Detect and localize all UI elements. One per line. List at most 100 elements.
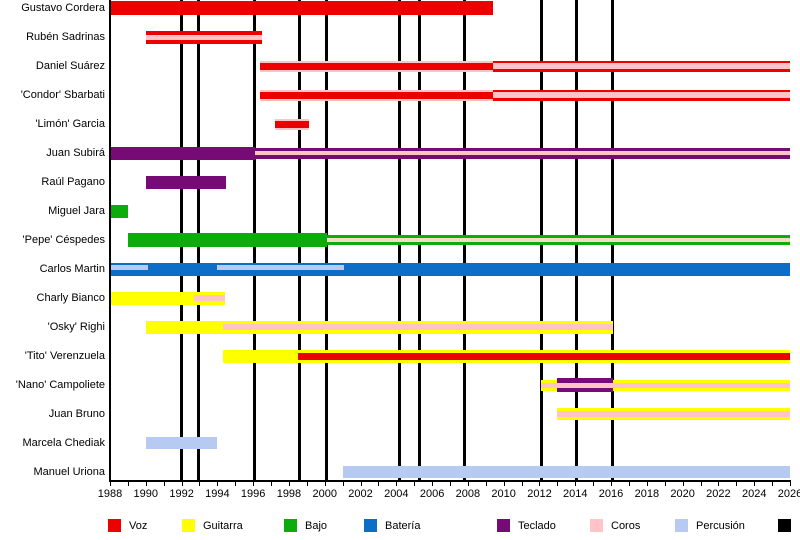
axis-tick — [521, 482, 523, 486]
member-name: Daniel Suárez — [35, 59, 105, 72]
member-name: 'Condor' Sbarbati — [20, 88, 105, 101]
axis-tick-label: 2014 — [563, 488, 588, 500]
member-name: Marcela Chediak — [22, 436, 105, 449]
bar-coros — [145, 34, 263, 40]
axis-tick — [271, 482, 273, 486]
bar-coros — [492, 63, 790, 69]
bar-teclado — [145, 175, 227, 189]
member-name: 'Pepe' Céspedes — [22, 233, 105, 246]
member-name: 'Osky' Righi — [47, 320, 105, 333]
member-name: Rubén Sadrinas — [26, 30, 105, 43]
axis-tick-label: 2024 — [741, 488, 767, 500]
bar-voz — [274, 120, 309, 128]
bar-coros — [194, 295, 225, 301]
bar-coros — [222, 324, 613, 330]
bar-coros — [541, 382, 790, 388]
legend-swatch-teclado — [497, 519, 510, 532]
axis-tick-label: 2016 — [598, 488, 624, 500]
axis-tick-label: 1996 — [240, 488, 266, 500]
member-name: Miguel Jara — [48, 204, 105, 217]
axis-tick — [467, 482, 469, 486]
axis-tick — [253, 482, 255, 486]
axis-tick — [539, 482, 541, 486]
axis-tick — [199, 482, 201, 486]
axis-tick — [611, 482, 613, 486]
member-name: Juan Subirá — [46, 146, 105, 159]
legend-label: Percusión — [696, 520, 745, 532]
axis-tick — [324, 482, 326, 486]
bar-teclado — [110, 146, 255, 160]
axis-tick — [378, 482, 380, 486]
axis-tick — [628, 482, 630, 486]
bar-coros — [492, 92, 790, 98]
bar-bajo — [127, 233, 327, 247]
bar-coros_alt — [326, 238, 790, 242]
axis-tick — [181, 482, 183, 486]
axis-tick — [110, 482, 111, 486]
legend-label: Bajo — [305, 520, 328, 532]
axis-tick-label: 1998 — [276, 488, 302, 500]
axis-tick — [718, 482, 720, 486]
member-name: 'Limón' Garcia — [35, 117, 105, 130]
axis-tick — [414, 482, 416, 486]
axis-tick — [682, 482, 684, 486]
legend-label: Coros — [611, 520, 641, 532]
axis-tick — [485, 482, 487, 486]
axis-tick — [754, 482, 756, 486]
axis-tick-label: 1994 — [205, 488, 230, 500]
axis-tick-label: 2026 — [777, 488, 800, 500]
bar-voz — [260, 91, 493, 99]
member-name: Manuel Uriona — [33, 465, 105, 478]
legend-swatch-coros — [590, 519, 603, 532]
bar-percusion — [342, 466, 790, 478]
legend-swatch-bajo — [284, 519, 297, 532]
axis-tick-label: 2006 — [419, 488, 445, 500]
member-name: Raúl Pagano — [41, 175, 105, 188]
axis-tick — [235, 482, 237, 486]
axis-tick-label: 2010 — [491, 488, 516, 500]
axis-tick — [288, 482, 290, 486]
bar-guitarra — [110, 291, 225, 305]
axis-tick-label: 2020 — [670, 488, 695, 500]
axis-tick-label: 1992 — [169, 488, 194, 500]
x-axis-line — [109, 480, 791, 482]
axis-tick — [736, 482, 738, 486]
axis-tick — [450, 482, 451, 486]
member-name: Juan Bruno — [48, 407, 105, 420]
member-name: Gustavo Cordera — [21, 1, 105, 14]
legend-label: Teclado — [518, 520, 556, 532]
legend-swatch-line — [778, 519, 791, 532]
axis-tick — [557, 482, 559, 486]
bar-bajo — [110, 204, 128, 218]
legend-label: Voz — [129, 520, 148, 532]
axis-tick — [217, 482, 219, 486]
axis-tick-label: 1988 — [97, 488, 123, 500]
legend-swatch-percusion — [675, 519, 688, 532]
axis-tick — [432, 482, 434, 486]
bar-voz — [260, 62, 493, 70]
axis-tick — [646, 482, 648, 486]
member-name: 'Nano' Campoliete — [15, 378, 105, 391]
bar-coros — [557, 411, 790, 417]
axis-tick-label: 2000 — [312, 488, 337, 500]
legend-label: Guitarra — [203, 520, 243, 532]
bar-voz — [297, 352, 790, 360]
axis-tick — [575, 482, 577, 486]
axis-tick — [790, 482, 791, 486]
axis-tick — [360, 482, 362, 486]
axis-tick — [145, 482, 147, 486]
axis-tick — [342, 482, 344, 486]
axis-tick — [593, 482, 595, 486]
axis-tick-label: 2018 — [634, 488, 660, 500]
legend-swatch-guitarra — [182, 519, 195, 532]
bar-bateria — [110, 262, 790, 276]
axis-tick-label: 2012 — [527, 488, 552, 500]
axis-tick — [503, 482, 505, 486]
axis-tick-label: 2002 — [348, 488, 373, 500]
y-axis-line — [109, 0, 111, 480]
axis-tick-label: 2008 — [455, 488, 481, 500]
axis-tick — [664, 482, 666, 486]
legend-swatch-voz — [108, 519, 121, 532]
axis-tick — [163, 482, 165, 486]
